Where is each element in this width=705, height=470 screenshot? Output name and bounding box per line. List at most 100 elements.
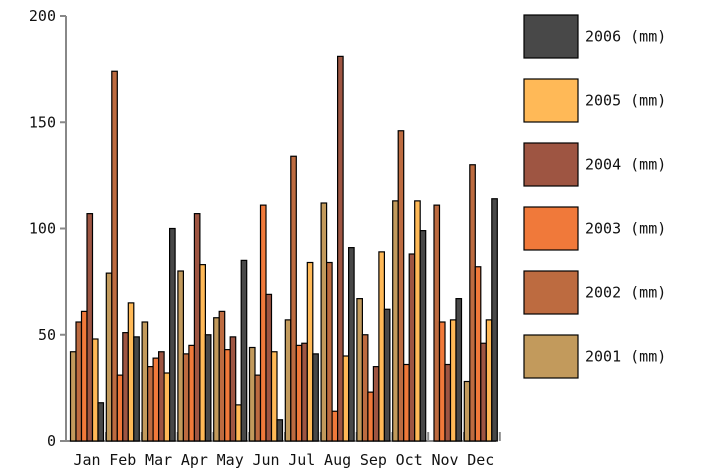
bar-apr-series-2 [182, 353, 190, 442]
bar-aug-series-1 [320, 202, 328, 442]
bar-feb-series-6 [133, 336, 140, 442]
bar-apr-series-5 [199, 264, 206, 442]
bar-aug-series-2 [326, 261, 333, 442]
bar-mar-series-2 [147, 366, 154, 442]
bar-oct-series-4 [408, 253, 416, 442]
bar-mar-series-4 [158, 351, 165, 442]
x-tick-label: Feb [109, 451, 136, 469]
legend-swatch [523, 14, 579, 59]
bar-may-series-2 [218, 310, 226, 442]
bar-mar-series-6 [169, 227, 176, 442]
legend-label: 2006 (mm) [585, 28, 666, 46]
bar-jul-series-1 [284, 319, 292, 442]
x-tick-label: Dec [467, 451, 494, 469]
bar-jul-series-4 [301, 342, 308, 442]
bar-dec-series-4 [480, 342, 487, 442]
legend: 2006 (mm) 2005 (mm) 2004 (mm) 2003 (mm) 2002… [523, 14, 666, 379]
legend-swatch [523, 78, 579, 123]
bar-jan-series-4 [86, 213, 94, 442]
bar-feb-series-3 [116, 374, 124, 442]
bar-sep-series-3 [367, 391, 374, 442]
bar-jan-series-6 [97, 402, 105, 442]
legend-label: 2004 (mm) [585, 156, 666, 174]
bar-nov-series-5 [449, 319, 457, 442]
legend-label: 2002 (mm) [585, 284, 666, 302]
x-tick-label: Mar [145, 451, 172, 469]
bar-feb-series-5 [127, 302, 135, 442]
bar-apr-series-4 [193, 213, 201, 442]
legend-swatch [523, 142, 579, 187]
y-tick-label: 0 [47, 432, 56, 450]
bar-oct-series-2 [397, 130, 405, 442]
bar-jun-series-5 [270, 351, 278, 442]
legend-swatch [523, 334, 579, 379]
bar-feb-series-2 [111, 70, 118, 442]
bar-aug-series-6 [348, 247, 355, 442]
bar-mar-series-1 [141, 321, 149, 442]
bar-nov-series-4 [444, 363, 452, 442]
bar-nov-series-2 [433, 204, 441, 442]
bar-jun-series-4 [265, 293, 273, 442]
x-tick-label: Aug [324, 451, 351, 469]
bar-jul-series-5 [306, 261, 314, 442]
bar-may-series-4 [229, 336, 237, 442]
y-tick-label: 200 [29, 7, 56, 25]
bar-jan-series-3 [80, 310, 88, 442]
bar-may-series-1 [213, 317, 220, 442]
y-tick-label: 50 [38, 326, 56, 344]
bar-nov-series-3 [438, 321, 446, 442]
bar-sep-series-5 [378, 251, 385, 442]
legend-label: 2005 (mm) [585, 92, 666, 110]
bar-jun-series-2 [254, 374, 262, 442]
bar-oct-series-6 [419, 230, 427, 442]
x-tick-label: Apr [181, 451, 208, 469]
bar-dec-series-1 [463, 380, 471, 442]
bar-apr-series-6 [204, 334, 212, 442]
bar-dec-series-6 [491, 198, 498, 442]
x-axis: Jan Feb Mar Apr May Jun Jul Aug Sep Oct Nov Dec [66, 432, 501, 469]
bar-apr-series-1 [177, 270, 184, 442]
x-tick-label: Oct [396, 451, 423, 469]
bar-jan-series-2 [75, 321, 83, 442]
bar-jun-series-1 [248, 346, 256, 442]
bar-oct-series-3 [403, 363, 410, 442]
x-tick-label: Sep [360, 451, 387, 469]
y-tick-label: 100 [29, 220, 56, 238]
bar-mar-series-5 [163, 372, 171, 442]
bar-oct-series-1 [392, 200, 399, 442]
bar-aug-series-3 [331, 410, 339, 442]
bars [69, 55, 498, 442]
y-axis: 0 50 100 150 200 [29, 7, 67, 450]
bar-feb-series-1 [105, 272, 113, 442]
bar-sep-series-2 [361, 334, 369, 442]
bar-may-series-6 [240, 259, 248, 442]
legend-swatch [523, 270, 579, 315]
bar-oct-series-5 [414, 200, 421, 442]
x-tick-label: Jun [252, 451, 279, 469]
bar-jul-series-6 [312, 353, 319, 442]
x-tick-label: Jul [288, 451, 315, 469]
x-tick-label: Nov [431, 451, 458, 469]
bar-aug-series-4 [337, 55, 344, 442]
bar-feb-series-4 [122, 332, 129, 442]
bar-nov-series-6 [455, 298, 463, 442]
y-tick-label: 150 [29, 113, 56, 131]
bar-apr-series-3 [188, 344, 195, 442]
bar-sep-series-4 [372, 366, 380, 442]
bar-mar-series-3 [152, 357, 160, 442]
bar-dec-series-3 [474, 266, 482, 442]
bar-jul-series-3 [295, 344, 303, 442]
x-tick-label: May [217, 451, 244, 469]
bar-aug-series-5 [342, 355, 350, 442]
legend-label: 2003 (mm) [585, 220, 666, 238]
legend-swatch [523, 206, 579, 251]
legend-label: 2001 (mm) [585, 348, 666, 366]
bar-jan-series-1 [69, 351, 77, 442]
bar-may-series-3 [224, 349, 231, 442]
x-tick-label: Jan [73, 451, 100, 469]
bar-dec-series-5 [485, 319, 493, 442]
bar-jan-series-5 [91, 338, 99, 442]
bar-may-series-5 [235, 404, 242, 442]
bar-sep-series-1 [356, 298, 363, 442]
bar-jul-series-2 [290, 155, 297, 442]
